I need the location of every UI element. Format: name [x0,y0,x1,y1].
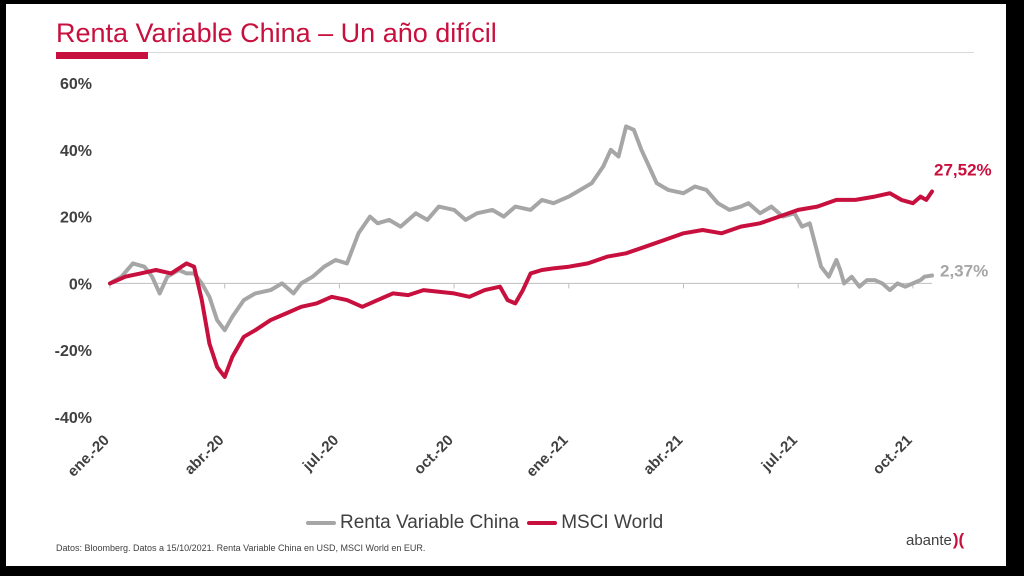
legend-item-china: Renta Variable China [306,512,519,534]
end-value-label-msci-world: 27,52% [934,160,992,179]
logo-text: abante [906,531,952,549]
x-tick-label: abr.-21 [640,432,686,478]
legend-item-msci-world: MSCI World [527,512,663,534]
series-line-china [108,124,934,333]
logo-mark-icon: )( [952,530,965,549]
legend-label-msci-world: MSCI World [561,512,664,533]
slide-title: Renta Variable China – Un año difícil [56,18,497,48]
x-tick-label: jul.-21 [758,432,801,475]
legend-swatch-msci-world [527,521,558,525]
chart-legend: Renta Variable China MSCI World [306,512,671,534]
y-axis: 60% 40% 20% 0% -20% -40% [55,76,92,427]
y-tick-label: 60% [60,76,92,93]
line-chart: 60% 40% 20% 0% -20% -40% ene.-20 abr.-20… [55,76,992,481]
x-axis: ene.-20 abr.-20 jul.-20 oct.-20 ene.-21 … [64,432,915,481]
title-divider [56,52,974,53]
source-note: Datos: Bloomberg. Datos a 15/10/2021. Re… [56,543,426,553]
legend-swatch-china [306,521,336,525]
x-tick-label: ene.-21 [523,432,572,481]
x-tick-label: abr.-20 [181,432,227,478]
slide: Renta Variable China – Un año difícil 60… [6,4,1006,566]
x-tick-marks [109,283,914,289]
abante-logo: abante )( [906,530,964,550]
y-tick-label: 20% [60,210,92,227]
x-tick-label: oct.-20 [411,432,457,478]
y-tick-label: -40% [55,410,92,427]
legend-label-china: Renta Variable China [340,512,520,533]
y-tick-label: 0% [69,276,92,293]
y-tick-label: 40% [60,143,92,160]
series-line-msci-world [108,189,934,379]
x-tick-label: jul.-20 [299,432,342,475]
end-value-label-china: 2,37% [940,261,988,280]
y-tick-label: -20% [55,343,92,360]
x-tick-label: ene.-20 [64,432,113,481]
x-tick-label: oct.-21 [869,432,915,478]
title-accent-bar [56,52,148,59]
